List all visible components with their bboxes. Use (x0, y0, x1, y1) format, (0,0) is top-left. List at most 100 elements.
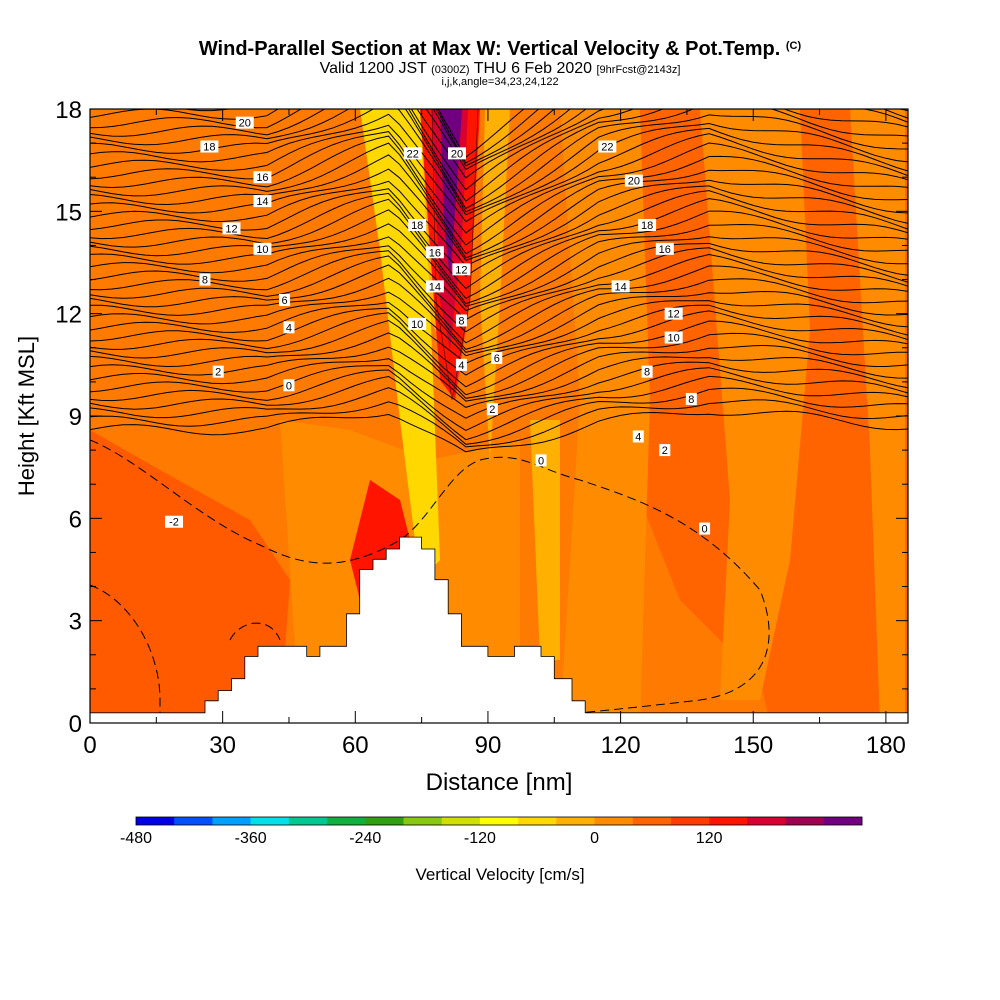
contour-label-text: 6 (494, 353, 500, 365)
contour-label-text: 14 (429, 281, 441, 293)
theta-contour-line (435, 109, 540, 164)
theta-contour-line (90, 277, 908, 353)
x-tick-label: 30 (209, 732, 236, 759)
contour-label: 18 (638, 218, 657, 232)
colorbar-tick-label: 0 (590, 830, 599, 847)
contour-label-text: 10 (411, 319, 423, 331)
colorbar-swatch (709, 817, 748, 825)
contour-label: 12 (452, 263, 471, 276)
colorbar-swatch (670, 817, 710, 825)
x-tick-label: 0 (83, 732, 96, 759)
contour-label-text: 4 (635, 431, 641, 443)
chart-subtitle: Valid 1200 JST (0300Z) THU 6 Feb 2020 [9… (319, 60, 681, 77)
contour-label: 2 (212, 365, 224, 379)
contour-label: 20 (235, 116, 254, 130)
contour-label-text: 12 (225, 223, 237, 235)
contour-label: 0 (535, 454, 547, 467)
contour-label: 18 (200, 140, 219, 154)
colorbar-swatch (327, 817, 366, 825)
contour-label: 0 (283, 379, 295, 392)
contour-label-text: 4 (458, 360, 464, 372)
theta-contour-line (90, 300, 908, 364)
contour-label: 8 (685, 392, 697, 406)
y-tick-label: 12 (55, 302, 82, 329)
contour-label-text: 0 (702, 524, 708, 536)
theta-contour-line (90, 109, 908, 210)
theta-contour-line (90, 264, 908, 350)
x-tick-label: 150 (733, 732, 773, 759)
contour-label: 10 (408, 317, 427, 331)
contour-label-text: 0 (286, 380, 292, 392)
colorbar-swatch (212, 817, 251, 825)
colorbar-swatch (479, 817, 519, 825)
x-tick-label: 120 (601, 732, 641, 759)
colorbar-swatch (518, 817, 557, 825)
title-unit: (C) (785, 40, 802, 52)
negative-velocity-contour (229, 622, 281, 641)
contour-label-text: 12 (455, 264, 467, 276)
contour-label: 0 (699, 522, 711, 536)
theta-contour-line (90, 109, 908, 191)
colorbar-swatch (250, 817, 290, 825)
colorbar-tick-label: -480 (120, 830, 152, 847)
theta-contour-line (90, 410, 908, 453)
colorbar-swatch (174, 817, 213, 825)
zero-velocity-contour (90, 439, 770, 723)
contour-label: 2 (486, 403, 498, 416)
x-tick-label: 90 (475, 732, 502, 759)
theta-contour-line (90, 179, 908, 267)
contour-label-text: 18 (203, 142, 215, 154)
colorbar-label: Vertical Velocity [cm/s] (415, 865, 584, 884)
contour-label: 4 (632, 430, 644, 443)
y-tick-label: 0 (69, 711, 82, 738)
y-tick-label: 18 (55, 97, 82, 124)
x-tick-label: 60 (342, 732, 369, 759)
contour-label: 16 (425, 246, 444, 259)
theta-contour-line (90, 122, 908, 223)
theta-contour-line (90, 109, 908, 202)
colorbar-swatch (288, 817, 328, 825)
contour-label-text: 2 (662, 445, 668, 457)
contour-label: 10 (664, 331, 683, 345)
colorbar-swatch (403, 817, 442, 825)
theta-contour-line (90, 247, 908, 333)
theta-contour-line (90, 236, 908, 312)
colorbar-swatch (823, 817, 863, 825)
contour-label: 4 (455, 358, 467, 372)
colorbar-swatch (594, 817, 634, 825)
contour-label: 16 (655, 242, 674, 256)
contour-label-text: 20 (451, 148, 463, 160)
contour-label-text: -2 (169, 517, 179, 529)
contour-label: 14 (425, 280, 444, 293)
x-tick-label: 180 (866, 732, 906, 759)
colorbar-swatch (556, 817, 595, 825)
colorbar-tick-label: -360 (235, 830, 267, 847)
theta-contour-line (90, 223, 908, 307)
contour-label: 8 (455, 314, 467, 327)
contour-label-text: 8 (458, 315, 464, 327)
contour-label-text: 22 (407, 148, 419, 160)
contour-label: 22 (403, 147, 422, 160)
contour-label-text: 10 (668, 333, 680, 345)
colorbar-swatch (785, 817, 825, 825)
colorbar-tick-label: 120 (696, 830, 723, 847)
y-tick-label: 6 (69, 506, 82, 533)
contour-label-text: 16 (659, 244, 671, 256)
theta-contour-line (90, 198, 908, 300)
contour-label: 4 (283, 321, 295, 334)
theta-contour-line (90, 133, 908, 246)
contour-label-text: 22 (601, 142, 613, 154)
theta-contour-line (90, 387, 908, 445)
contour-label-text: 0 (538, 455, 544, 467)
theta-contour-line (90, 361, 908, 419)
terrain (89, 536, 909, 724)
contour-label: 12 (664, 307, 683, 321)
theta-contour-line (90, 209, 908, 305)
colorbar: -480 -360 -240 -120 0 120 Vertical Velocity [c… (120, 816, 863, 884)
colorbar-swatch (747, 817, 786, 825)
contour-label-text: 8 (202, 275, 208, 287)
theta-contour-line (90, 356, 908, 408)
contour-label: 12 (222, 222, 241, 235)
colorbar-swatch (441, 817, 481, 825)
